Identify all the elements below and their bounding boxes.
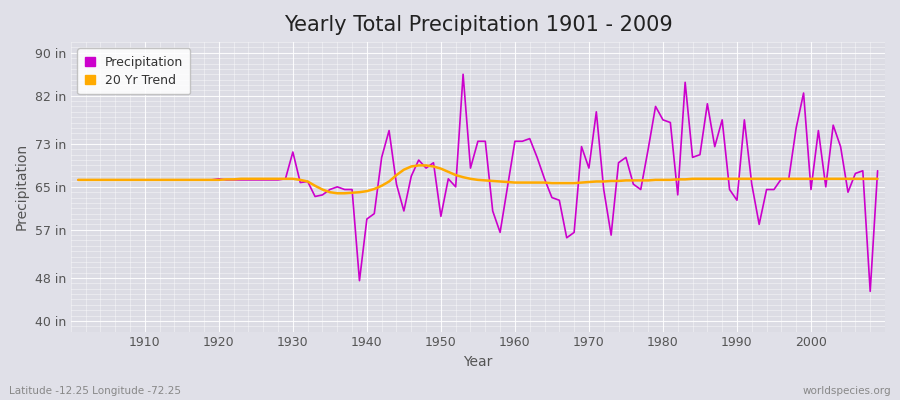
Precipitation <box>517 139 527 144</box>
Y-axis label: Precipitation: Precipitation <box>15 143 29 230</box>
20 Yr Trend <box>872 176 883 181</box>
Precipitation <box>606 233 616 238</box>
20 Yr Trend <box>613 178 624 183</box>
20 Yr Trend <box>517 180 527 185</box>
20 Yr Trend <box>332 191 343 196</box>
20 Yr Trend <box>132 178 143 182</box>
X-axis label: Year: Year <box>464 355 492 369</box>
Title: Yearly Total Precipitation 1901 - 2009: Yearly Total Precipitation 1901 - 2009 <box>284 15 672 35</box>
Precipitation <box>73 178 84 182</box>
Precipitation <box>339 187 350 192</box>
Precipitation <box>295 180 306 185</box>
20 Yr Trend <box>525 180 535 185</box>
Line: Precipitation: Precipitation <box>78 74 878 291</box>
Text: worldspecies.org: worldspecies.org <box>803 386 891 396</box>
Legend: Precipitation, 20 Yr Trend: Precipitation, 20 Yr Trend <box>77 48 190 94</box>
Precipitation <box>509 139 520 144</box>
Precipitation <box>865 289 876 294</box>
20 Yr Trend <box>73 178 84 182</box>
Precipitation <box>872 168 883 173</box>
Text: Latitude -12.25 Longitude -72.25: Latitude -12.25 Longitude -72.25 <box>9 386 181 396</box>
Line: 20 Yr Trend: 20 Yr Trend <box>78 166 878 193</box>
20 Yr Trend <box>413 163 424 168</box>
Precipitation <box>132 178 143 182</box>
Precipitation <box>458 72 469 77</box>
20 Yr Trend <box>295 178 306 182</box>
20 Yr Trend <box>346 190 357 195</box>
